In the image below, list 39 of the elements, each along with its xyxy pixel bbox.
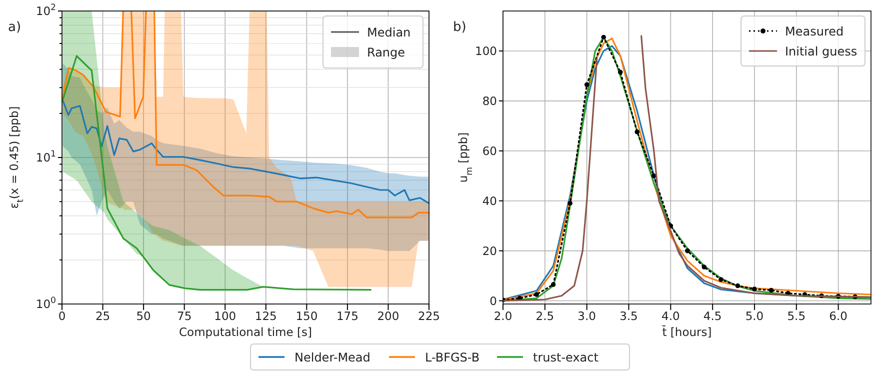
x-tick-label: 50: [136, 309, 151, 323]
x-axis-title: Computational time [s]: [179, 325, 312, 339]
x-tick-label: 2.5: [536, 309, 554, 323]
x-tick-label: 200: [377, 309, 400, 323]
x-tick-label: 3.0: [578, 309, 596, 323]
x-tick-label: 3.5: [620, 309, 638, 323]
x-tick-label: 100: [214, 309, 236, 323]
x-tick-label: 5.0: [745, 309, 764, 323]
y-tick-label: 20: [482, 244, 497, 258]
annotation: Median: [367, 26, 411, 40]
y-tick-label: 100: [475, 44, 497, 58]
x-tick-label: 6.0: [829, 309, 848, 323]
y-tick-label: 80: [482, 94, 497, 108]
x-tick-label: 175: [336, 309, 358, 323]
text: a): [8, 20, 22, 35]
x-tick-label: 2.0: [494, 309, 512, 323]
x-tick-label: 75: [177, 309, 192, 323]
annotation: Range: [367, 46, 406, 60]
x-tick-label: 150: [296, 309, 318, 323]
y-tick-label: 60: [482, 144, 497, 158]
y-tick-label: 10$^{1}$: [36, 150, 56, 164]
legend-label: Measured: [785, 24, 844, 38]
legend-label: Initial guess: [785, 44, 858, 58]
y-tick-label: 10$^{0}$: [36, 296, 56, 311]
y-tick-label: 40: [482, 194, 497, 208]
x-tick-label: 25: [95, 309, 110, 323]
x-tick-label: 0: [58, 309, 66, 323]
legend-label: trust-exact: [533, 350, 599, 364]
legend-label: Nelder-Mead: [294, 350, 370, 364]
x-axis-title: t̄ [hours]: [662, 324, 712, 339]
text: b): [453, 20, 466, 35]
x-tick-label: 225: [418, 309, 440, 323]
x-tick-label: 4.0: [662, 309, 680, 323]
x-tick-label: 125: [254, 309, 277, 323]
x-tick-label: 4.5: [703, 309, 722, 323]
y-tick-label: 10$^{2}$: [36, 3, 56, 18]
legend-label: L-BFGS-B: [425, 350, 480, 364]
x-tick-label: 5.5: [787, 309, 806, 323]
y-tick-label: 0: [490, 294, 497, 308]
